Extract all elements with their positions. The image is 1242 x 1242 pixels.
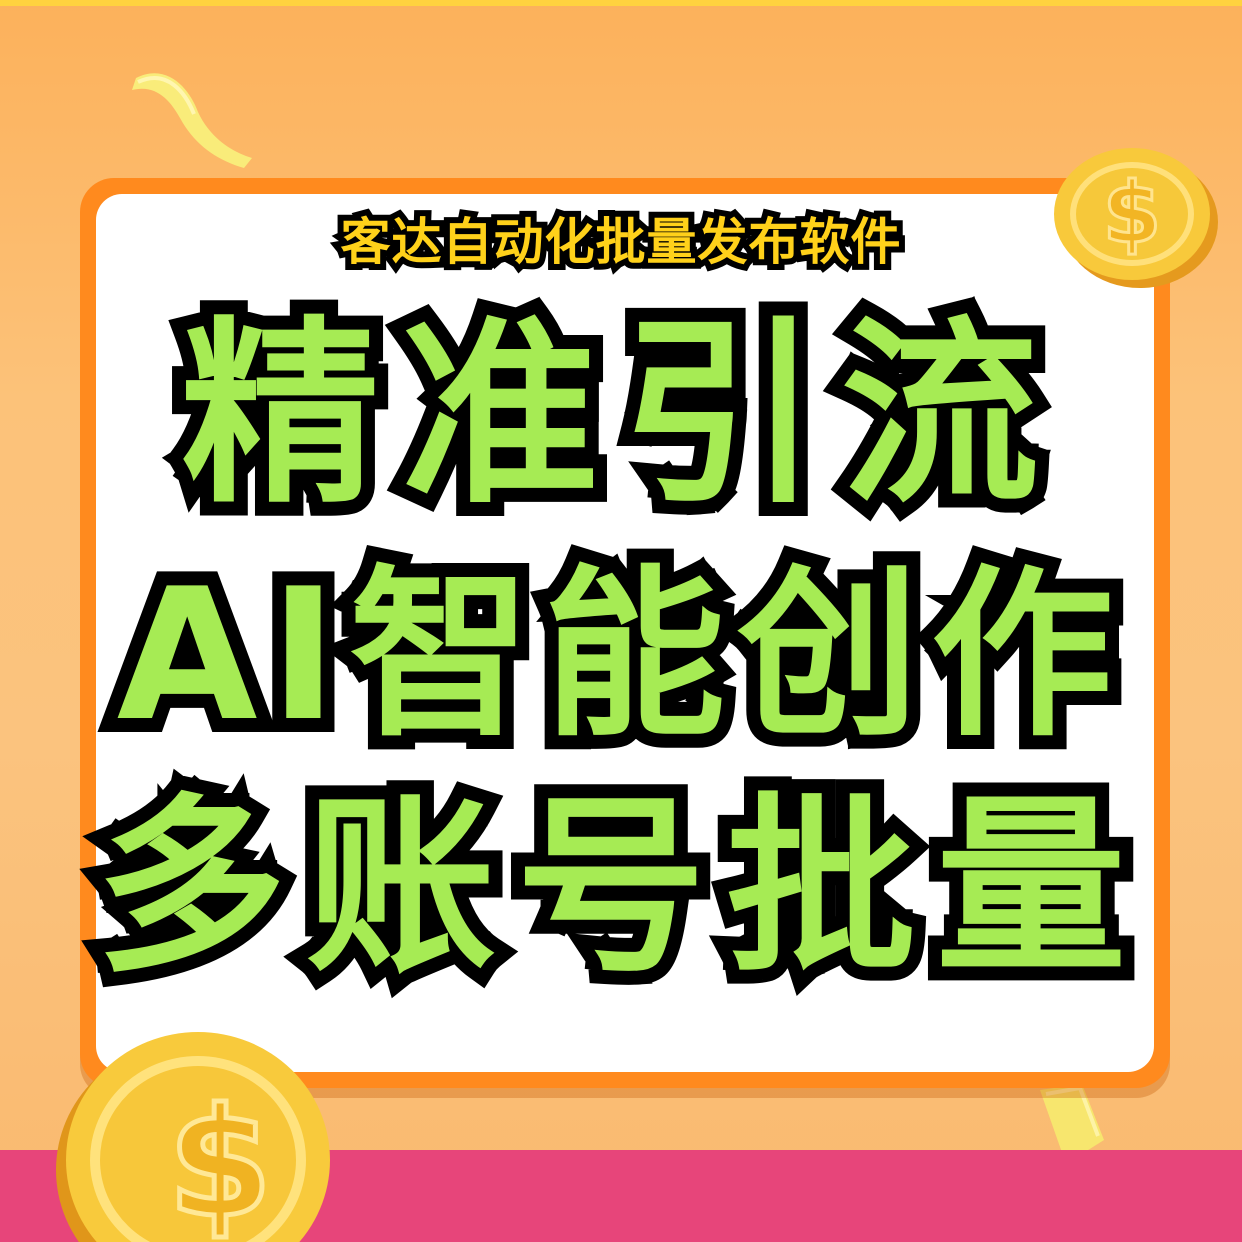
dollar-coin-bottom-left-icon: $: [56, 1032, 330, 1242]
confetti-top-left-icon: [132, 73, 252, 168]
svg-text:$: $: [1103, 164, 1161, 262]
content-card: [96, 194, 1154, 1072]
subtitle: 客达自动化批量发布软件: [335, 207, 907, 277]
headline-line-1: 精准引流: [167, 286, 1061, 544]
headline-line-2: AI智能创作: [103, 536, 1128, 774]
dollar-coin-top-right-icon: $: [1054, 148, 1218, 288]
svg-text:$: $: [168, 1077, 272, 1242]
top-accent-bar: [0, 0, 1242, 6]
confetti-bottom-right-icon: [1040, 1084, 1104, 1164]
headline-line-3: 多账号批量: [82, 764, 1146, 1012]
